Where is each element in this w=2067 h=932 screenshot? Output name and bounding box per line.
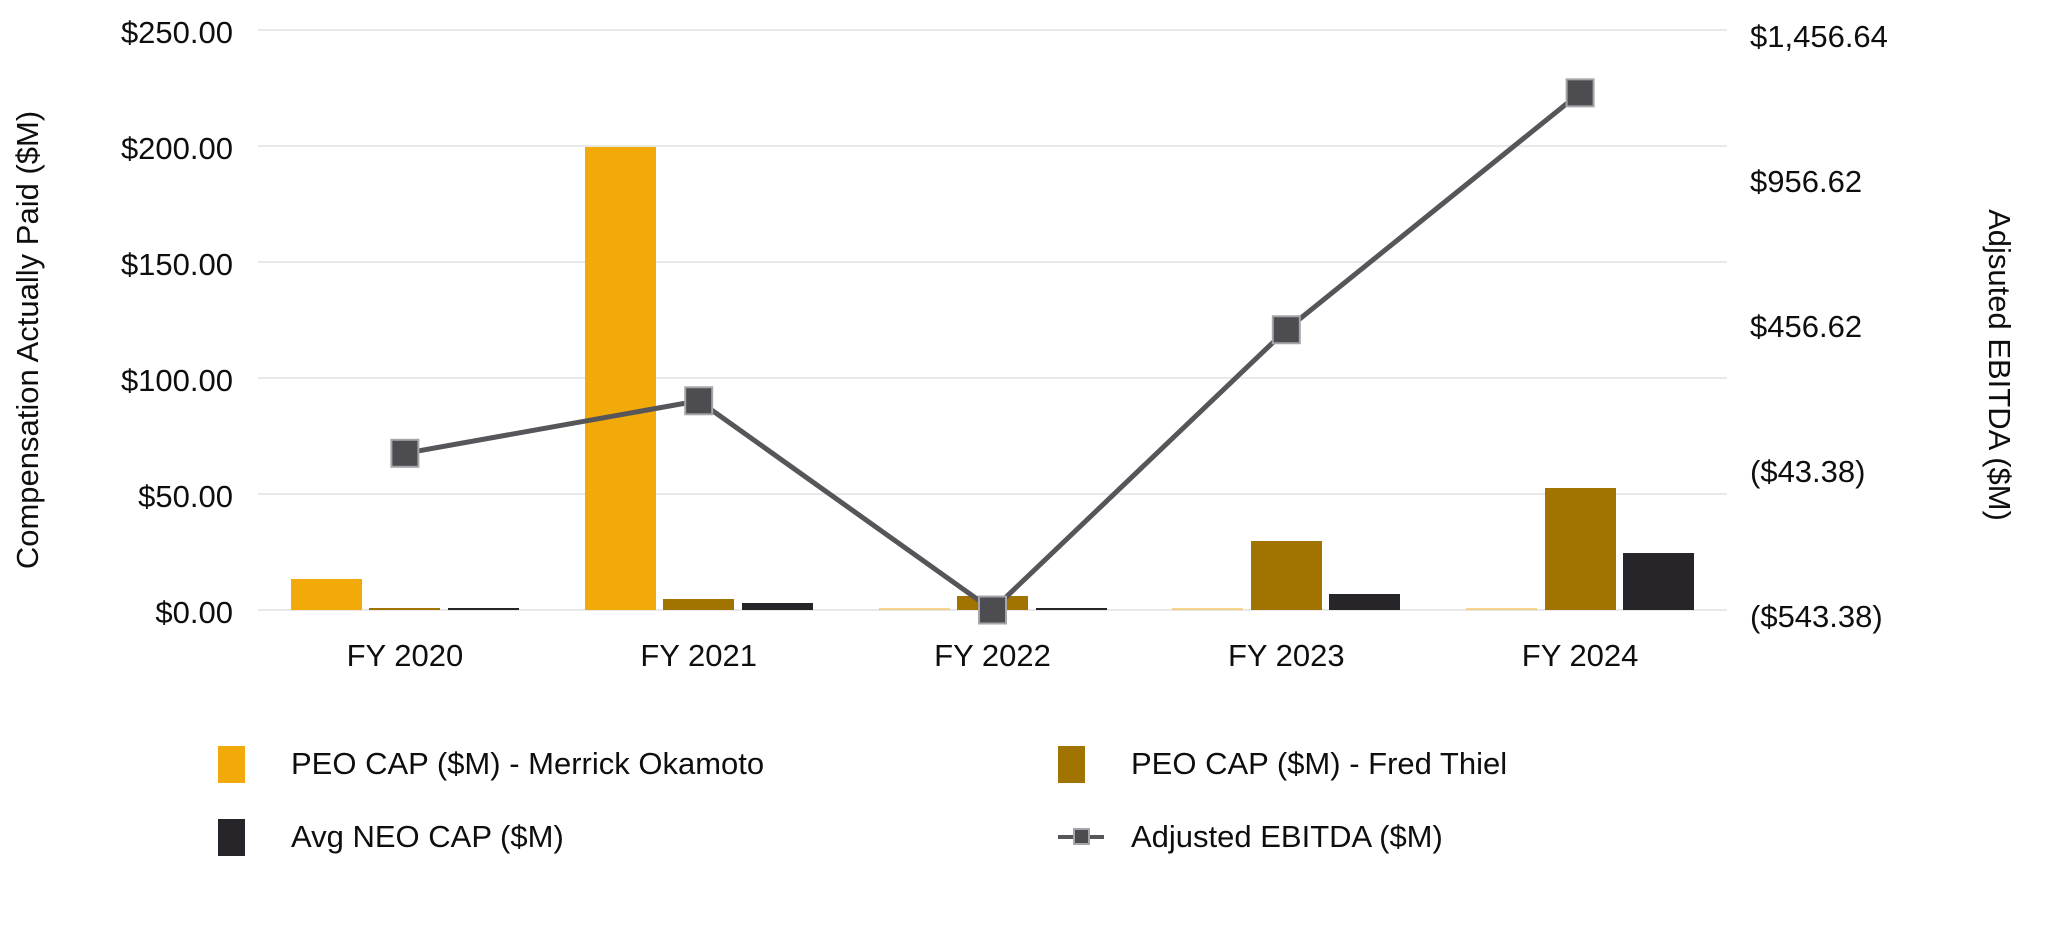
ebitda-marker-fy-2024 (1565, 78, 1595, 108)
left-axis-tick-label: $200.00 (120, 131, 233, 166)
ebitda-line (404, 90, 1582, 614)
legend-item-peo-cap-m-merrick-okamoto: PEO CAP ($M) - Merrick Okamoto (218, 745, 1058, 783)
bar-peo-cap-m-merrick-okamoto-fy-2021 (584, 146, 656, 610)
legend-line-marker-square (1073, 828, 1090, 845)
legend-label: Adjusted EBITDA ($M) (1131, 819, 1443, 854)
gridline-50 (258, 493, 1727, 495)
ebitda-marker-fy-2023 (1271, 315, 1301, 345)
plot-area (258, 29, 1727, 625)
x-axis-tick-label-fy-2020: FY 2020 (346, 638, 464, 673)
x-axis-tick-label-fy-2022: FY 2022 (934, 638, 1051, 673)
left-axis-tick-label: $50.00 (138, 479, 233, 514)
right-axis-title: Adjsuted EBITDA ($M) (1982, 209, 2017, 521)
ebitda-line-layer (390, 78, 1595, 625)
legend-label: Avg NEO CAP ($M) (291, 819, 564, 854)
legend-square-swatch-icon (1058, 745, 1106, 783)
chart-legend: PEO CAP ($M) - Merrick Okamoto PEO CAP ($… (218, 745, 1507, 856)
legend-line-marker-icon (1058, 827, 1106, 847)
ebitda-marker-fy-2020 (390, 438, 420, 468)
right-axis-tick-label: ($43.38) (1750, 454, 1866, 489)
left-axis-tick-label: $100.00 (120, 363, 233, 398)
x-axis-tick-label-fy-2021: FY 2021 (640, 638, 758, 673)
gridline-100 (258, 377, 1727, 379)
right-axis-tick-label: $456.62 (1750, 309, 1863, 344)
legend-label: PEO CAP ($M) - Merrick Okamoto (291, 746, 765, 781)
bar-peo-cap-m-fred-thiel-fy-2021 (663, 599, 735, 610)
x-axis-tick-label-fy-2023: FY 2023 (1227, 638, 1345, 673)
right-axis-tick-label: ($543.38) (1750, 599, 1883, 634)
left-axis-tick-label: $0.00 (155, 595, 233, 630)
legend-label: PEO CAP ($M) - Fred Thiel (1131, 746, 1508, 781)
bar-peo-cap-m-merrick-okamoto-fy-2023 (1172, 608, 1244, 610)
ebitda-marker-fy-2021 (684, 386, 714, 416)
right-axis-tick-label: $1,456.64 (1750, 19, 1888, 54)
bar-avg-neo-cap-m-fy-2021 (741, 603, 813, 610)
legend-square-swatch-icon (218, 818, 266, 856)
legend-item-avg-neo-cap-m: Avg NEO CAP ($M) (218, 818, 1058, 856)
bar-peo-cap-m-fred-thiel-fy-2023 (1250, 541, 1322, 610)
bar-peo-cap-m-merrick-okamoto-fy-2024 (1466, 608, 1538, 610)
right-axis-tick-label: $956.62 (1750, 164, 1863, 199)
bar-peo-cap-m-merrick-okamoto-fy-2020 (290, 578, 362, 610)
bar-peo-cap-m-fred-thiel-fy-2024 (1544, 487, 1616, 610)
legend-color-square (218, 818, 245, 856)
legend-square-swatch-icon (218, 745, 266, 783)
bar-avg-neo-cap-m-fy-2020 (447, 607, 519, 610)
legend-color-square (1058, 745, 1085, 783)
legend-item-peo-cap-m-fred-thiel: PEO CAP ($M) - Fred Thiel (1058, 745, 1507, 783)
bar-avg-neo-cap-m-fy-2023 (1329, 594, 1401, 610)
gridline-250 (258, 29, 1727, 31)
left-axis-tick-label: $250.00 (120, 15, 233, 50)
gridline-150 (258, 261, 1727, 263)
x-axis-tick-label-fy-2024: FY 2024 (1521, 638, 1639, 673)
ebitda-marker-fy-2022 (978, 595, 1007, 625)
bar-avg-neo-cap-m-fy-2022 (1035, 608, 1107, 610)
bar-peo-cap-m-merrick-okamoto-fy-2022 (878, 608, 950, 610)
legend-item-adjusted-ebitda-m: Adjusted EBITDA ($M) (1058, 818, 1507, 856)
legend-color-square (218, 745, 245, 783)
bar-avg-neo-cap-m-fy-2024 (1623, 552, 1695, 610)
bar-peo-cap-m-fred-thiel-fy-2020 (369, 608, 441, 610)
gridline-200 (258, 145, 1727, 147)
left-axis-tick-label: $150.00 (120, 247, 233, 282)
